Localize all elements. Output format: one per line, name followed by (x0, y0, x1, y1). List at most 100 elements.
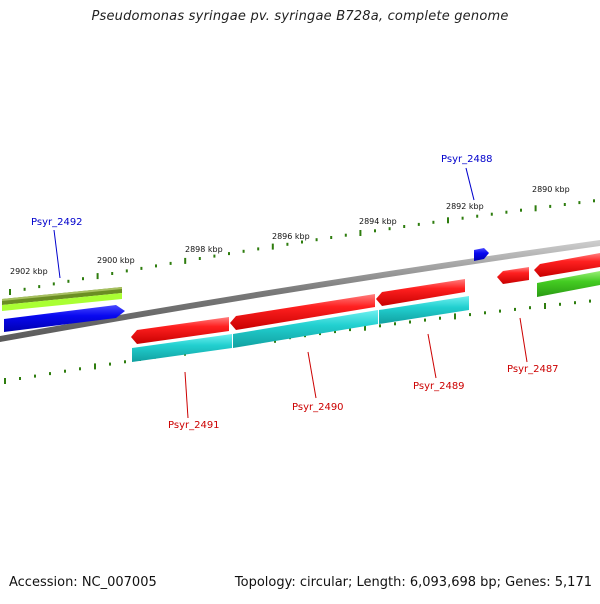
gene-Psyr_2491[interactable] (131, 317, 229, 344)
label-Psyr_2491[interactable]: Psyr_2491 (168, 420, 220, 431)
tick-upper-33 (490, 212, 493, 216)
tick-lower-30 (454, 313, 456, 320)
tick-lower-39 (589, 299, 591, 303)
scale-label-2898: 2898 kbp (185, 245, 223, 254)
tick-upper-19 (286, 242, 289, 246)
tick-upper-37 (549, 204, 552, 208)
tick-upper-0 (9, 289, 11, 295)
label-Psyr_2489[interactable]: Psyr_2489 (413, 381, 465, 392)
tick-lower-25 (379, 324, 381, 328)
lime-band (2, 293, 122, 311)
leader-Psyr_2487 (519, 317, 528, 363)
scale-label-2890: 2890 kbp (532, 185, 570, 194)
tick-lower-36 (544, 303, 546, 309)
label-Psyr_2490[interactable]: Psyr_2490 (292, 402, 344, 413)
tick-lower-23 (349, 328, 351, 332)
scale-label-2902: 2902 kbp (10, 267, 48, 276)
tick-upper-10 (155, 264, 157, 268)
gene-Psyr_2490[interactable] (230, 294, 375, 330)
label-Psyr_2492[interactable]: Psyr_2492 (31, 217, 83, 228)
tick-upper-20 (301, 240, 303, 244)
tick-upper-15 (228, 252, 230, 256)
tick-upper-40 (593, 199, 595, 203)
label-Psyr_2488[interactable]: Psyr_2488 (441, 154, 493, 165)
tick-lower-26 (394, 322, 396, 326)
genome-summary-text: Topology: circular; Length: 6,093,698 bp… (234, 575, 592, 590)
scale-labels: 2902 kbp 2900 kbp 2898 kbp 2896 kbp 2894… (10, 185, 570, 276)
scale-label-2894: 2894 kbp (359, 217, 397, 226)
tick-upper-16 (242, 249, 245, 253)
tick-upper-32 (476, 214, 479, 218)
tick-lower-35 (529, 306, 531, 310)
tick-upper-31 (461, 216, 464, 220)
tick-lower-5 (79, 367, 81, 371)
tick-lower-24 (364, 324, 366, 331)
map-title: Pseudomonas syringae pv. syringae B728a,… (91, 9, 509, 24)
tick-upper-12 (184, 257, 187, 264)
tick-upper-23 (344, 233, 347, 237)
genome-backbone (0, 240, 600, 342)
tick-lower-21 (319, 332, 321, 336)
tick-lower-33 (499, 309, 501, 313)
tick-upper-14 (213, 254, 216, 258)
leader-Psyr_2492 (53, 229, 61, 279)
tick-lower-27 (409, 320, 411, 324)
gene-Psyr_2488[interactable] (474, 248, 489, 261)
tick-upper-26 (388, 227, 391, 231)
tick-upper-21 (315, 238, 318, 242)
tick-upper-25 (374, 229, 376, 233)
scale-label-2892: 2892 kbp (446, 202, 484, 211)
gene-Psyr_2487[interactable] (497, 267, 529, 284)
cds-Psyr_2490[interactable] (233, 310, 378, 348)
accession-text: Accession: NC_007005 (9, 575, 157, 590)
gene-Psyr_2489[interactable] (376, 279, 465, 306)
tick-upper-28 (417, 222, 420, 226)
gene-red-right[interactable] (534, 253, 600, 277)
tick-lower-28 (424, 318, 426, 322)
tick-upper-7 (111, 272, 114, 275)
leader-Psyr_2489 (427, 333, 437, 379)
tick-lower-2 (34, 374, 36, 378)
tick-upper-11 (169, 261, 172, 265)
tick-upper-6 (96, 273, 99, 280)
cds-Psyr_2489[interactable] (379, 296, 469, 324)
tick-upper-30 (447, 217, 449, 224)
label-leaders (53, 167, 528, 419)
tick-upper-38 (563, 203, 566, 206)
leader-Psyr_2491 (184, 371, 189, 419)
leader-Psyr_2490 (307, 351, 317, 399)
tick-upper-35 (520, 208, 522, 212)
tick-lower-38 (574, 301, 576, 305)
tick-lower-32 (484, 311, 486, 315)
tick-upper-8 (125, 269, 128, 273)
tick-upper-4 (67, 279, 70, 283)
olive-highlight (2, 287, 122, 301)
olive-lime-feature[interactable] (2, 287, 122, 311)
gene-Psyr_2492[interactable] (4, 305, 125, 332)
tick-upper-18 (271, 243, 274, 250)
tick-lower-1 (19, 377, 21, 380)
tick-upper-39 (578, 201, 581, 205)
gene-labels: Psyr_2492 Psyr_2488 Psyr_2491 Psyr_2490 … (31, 154, 559, 431)
tick-lower-37 (559, 302, 561, 306)
tick-lower-8 (124, 360, 126, 364)
tick-lower-3 (49, 372, 51, 376)
scale-label-2900: 2900 kbp (97, 256, 135, 265)
tick-upper-36 (534, 205, 537, 212)
tick-lower-29 (439, 316, 441, 320)
cds-Psyr_2491[interactable] (132, 334, 232, 362)
tick-lower-6 (94, 363, 96, 370)
label-Psyr_2487[interactable]: Psyr_2487 (507, 364, 559, 375)
green-feature-right[interactable] (537, 271, 600, 297)
tick-upper-1 (23, 287, 26, 291)
tick-upper-13 (198, 257, 201, 260)
scale-label-2896: 2896 kbp (272, 232, 310, 241)
tick-upper-29 (432, 220, 435, 224)
tick-upper-5 (82, 277, 84, 281)
tick-upper-9 (140, 266, 143, 270)
tick-lower-0 (4, 378, 6, 384)
tick-lower-31 (469, 313, 471, 317)
tick-lower-34 (514, 307, 516, 311)
tick-upper-17 (257, 247, 260, 251)
tick-lower-7 (109, 362, 111, 366)
